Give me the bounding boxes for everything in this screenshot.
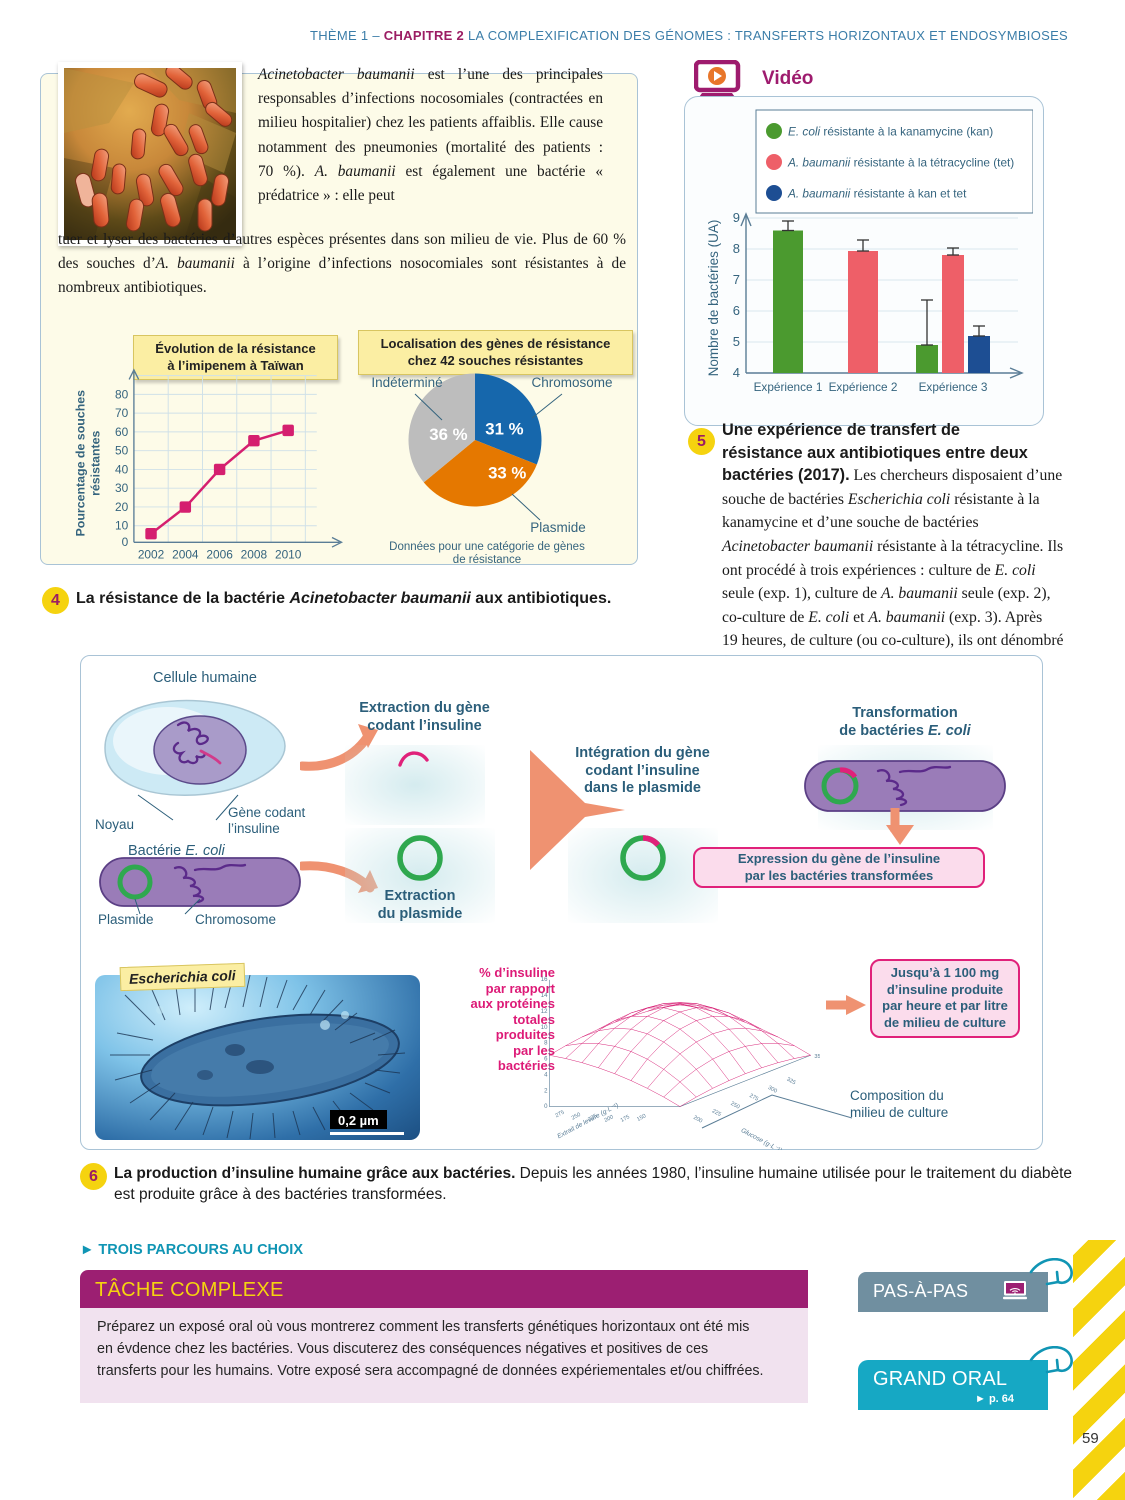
- svg-text:9: 9: [733, 210, 740, 225]
- svg-text:250: 250: [571, 1112, 582, 1122]
- svg-text:A. baumanii résistante à kan e: A. baumanii résistante à kan et tet: [787, 187, 967, 201]
- svg-text:50: 50: [115, 444, 129, 458]
- svg-text:Nombre de bactéries (UA): Nombre de bactéries (UA): [706, 220, 721, 377]
- svg-text:4: 4: [544, 1072, 548, 1078]
- svg-text:10: 10: [541, 1025, 548, 1031]
- svg-text:33 %: 33 %: [488, 464, 526, 483]
- svg-text:0: 0: [544, 1104, 548, 1110]
- svg-text:350: 350: [814, 1054, 820, 1060]
- svg-text:175: 175: [620, 1114, 631, 1124]
- svg-text:8: 8: [733, 241, 740, 256]
- svg-text:4: 4: [733, 365, 740, 380]
- svg-text:40: 40: [115, 462, 129, 476]
- svg-text:résistantes: résistantes: [89, 430, 103, 495]
- svg-text:0: 0: [122, 535, 129, 549]
- svg-text:5: 5: [733, 334, 740, 349]
- svg-text:30: 30: [115, 481, 129, 495]
- svg-text:275: 275: [554, 1110, 565, 1120]
- svg-text:E. coli résistante à la kanamy: E. coli résistante à la kanamycine (kan): [788, 125, 993, 139]
- svg-text:60: 60: [115, 425, 129, 439]
- svg-text:6: 6: [733, 303, 740, 318]
- svg-text:A. baumanii résistante à la té: A. baumanii résistante à la tétracycline…: [787, 156, 1014, 170]
- svg-text:7: 7: [733, 272, 740, 287]
- svg-text:de résistance: de résistance: [453, 554, 521, 566]
- svg-text:Expérience 3: Expérience 3: [919, 380, 988, 394]
- svg-text:6: 6: [544, 1057, 548, 1063]
- svg-text:20: 20: [115, 500, 129, 514]
- svg-text:Données pour une catégorie de: Données pour une catégorie de gènes: [389, 541, 585, 553]
- svg-text:10: 10: [115, 519, 129, 533]
- svg-text:Plasmide: Plasmide: [530, 520, 586, 535]
- svg-text:31 %: 31 %: [485, 419, 523, 438]
- svg-text:36 %: 36 %: [429, 425, 467, 444]
- svg-text:16: 16: [541, 977, 548, 983]
- svg-text:Chromosome: Chromosome: [531, 375, 612, 390]
- svg-text:2002: 2002: [138, 547, 165, 561]
- svg-text:8: 8: [544, 1041, 548, 1047]
- svg-text:14: 14: [541, 993, 548, 999]
- svg-text:2: 2: [544, 1088, 548, 1094]
- svg-text:Indéterminé: Indéterminé: [371, 375, 442, 390]
- svg-text:Années: Années: [207, 567, 255, 568]
- svg-text:70: 70: [115, 406, 129, 420]
- svg-text:80: 80: [115, 387, 129, 401]
- svg-text:325: 325: [785, 1077, 796, 1087]
- svg-text:Expérience 2: Expérience 2: [829, 380, 898, 394]
- svg-text:2008: 2008: [241, 547, 268, 561]
- svg-text:2010: 2010: [275, 547, 302, 561]
- svg-text:Pourcentage de souches: Pourcentage de souches: [73, 390, 87, 537]
- svg-text:150: 150: [636, 1113, 647, 1123]
- svg-text:12: 12: [541, 1009, 548, 1015]
- svg-text:2006: 2006: [206, 547, 233, 561]
- svg-text:Expérience 1: Expérience 1: [754, 380, 823, 394]
- svg-text:Glucose (g·L⁻¹): Glucose (g·L⁻¹): [740, 1127, 783, 1150]
- svg-text:2004: 2004: [172, 547, 199, 561]
